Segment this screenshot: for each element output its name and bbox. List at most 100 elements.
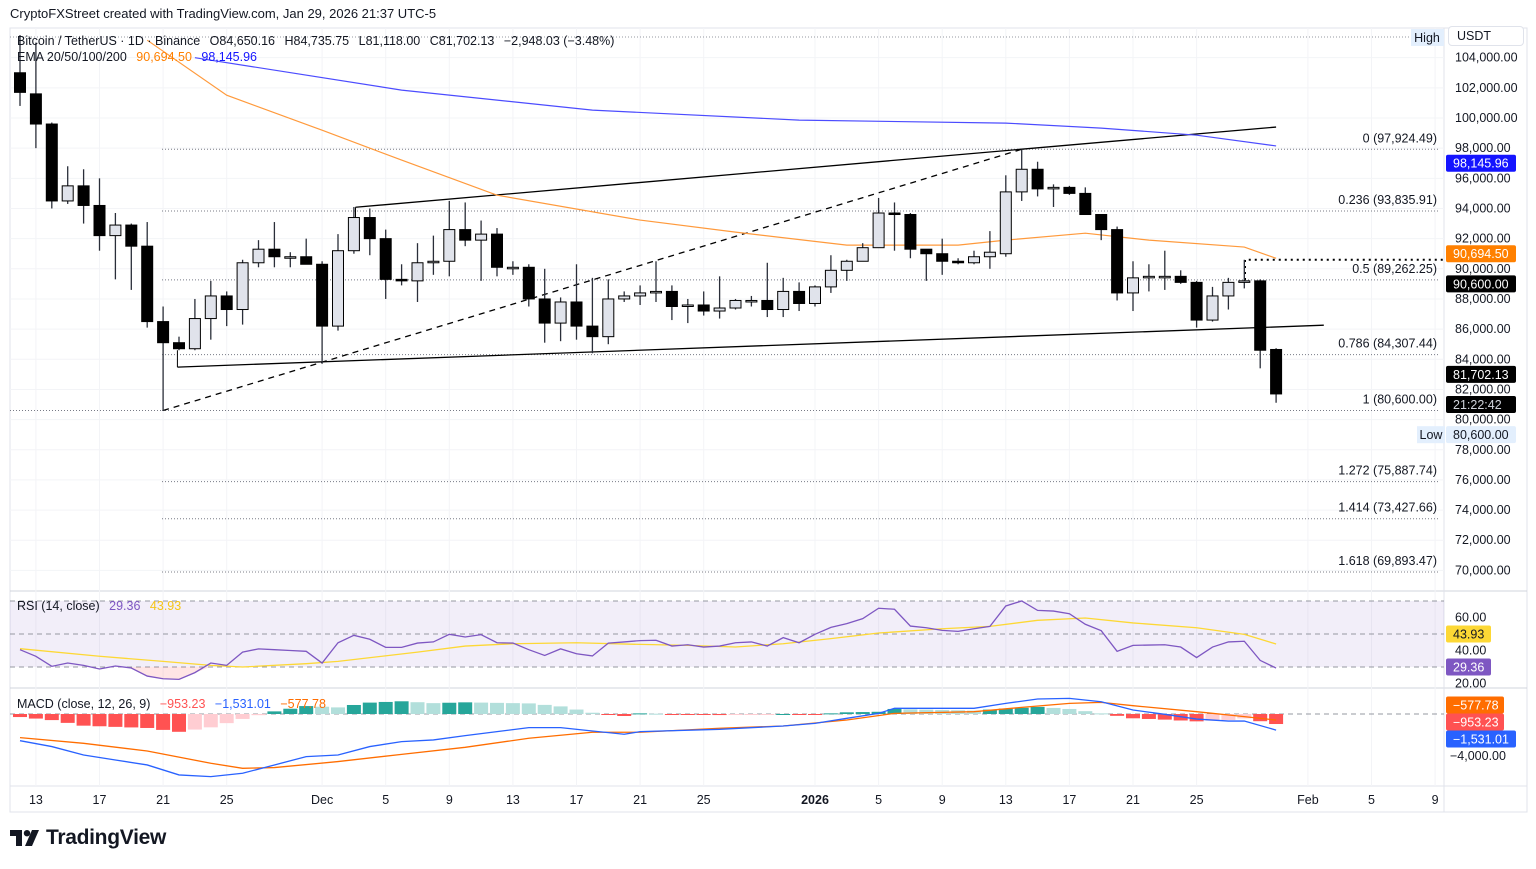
tradingview-logo[interactable]: TradingView: [10, 826, 166, 850]
candle[interactable]: [300, 238, 313, 265]
candle[interactable]: [824, 255, 837, 293]
candle[interactable]: [1270, 348, 1283, 403]
candle[interactable]: [1222, 277, 1235, 310]
candle[interactable]: [141, 222, 154, 328]
candle[interactable]: [220, 291, 233, 327]
candle[interactable]: [1238, 259, 1251, 289]
candle[interactable]: [999, 175, 1012, 257]
candle[interactable]: [586, 277, 599, 354]
candle[interactable]: [793, 282, 806, 312]
candle[interactable]: [840, 259, 853, 281]
ema-indicator-label[interactable]: EMA 20/50/100/200: [17, 50, 127, 64]
candle[interactable]: [204, 280, 217, 340]
candle[interactable]: [1142, 264, 1155, 292]
candle[interactable]: [777, 277, 790, 318]
candle[interactable]: [459, 202, 472, 247]
macd-histogram-bar: [44, 714, 59, 721]
candle[interactable]: [268, 222, 281, 268]
candle[interactable]: [14, 35, 26, 106]
macd-line-badge-bg: [1446, 730, 1516, 748]
candle[interactable]: [936, 238, 949, 275]
candle-body-bullish: [1158, 275, 1171, 279]
candle[interactable]: [1174, 270, 1187, 284]
candle[interactable]: [1254, 279, 1267, 369]
candle[interactable]: [475, 220, 488, 281]
candle[interactable]: [157, 306, 170, 411]
candle[interactable]: [316, 261, 329, 364]
candle[interactable]: [77, 169, 90, 224]
rsi-ma-line[interactable]: [19, 617, 1277, 668]
ema-200-line[interactable]: [194, 57, 1277, 147]
candle[interactable]: [681, 298, 694, 324]
candle[interactable]: [395, 264, 408, 286]
candle[interactable]: [904, 213, 917, 259]
candle[interactable]: [745, 295, 758, 307]
candle[interactable]: [363, 208, 376, 256]
candle[interactable]: [872, 197, 885, 249]
candle[interactable]: [347, 206, 360, 254]
candle[interactable]: [379, 229, 392, 299]
symbol-name[interactable]: Bitcoin / TetherUS · 1D · Binance: [17, 34, 201, 48]
candle[interactable]: [1190, 280, 1203, 328]
candle[interactable]: [125, 223, 138, 290]
candle[interactable]: [443, 200, 456, 277]
candle[interactable]: [602, 279, 615, 345]
candle[interactable]: [1206, 286, 1219, 322]
candle[interactable]: [713, 276, 726, 319]
candle[interactable]: [729, 298, 742, 310]
candle[interactable]: [1063, 185, 1076, 195]
rsi-label[interactable]: RSI (14, close): [17, 599, 100, 613]
candle[interactable]: [618, 291, 631, 302]
channel-lower-trendline[interactable]: [177, 324, 1324, 368]
channel-upper-trendline[interactable]: [355, 126, 1277, 208]
candle[interactable]: [538, 268, 551, 343]
ema-50-line[interactable]: [146, 39, 1277, 259]
candle[interactable]: [411, 243, 424, 302]
candle[interactable]: [491, 228, 503, 277]
grid: [9, 27, 1528, 813]
candle[interactable]: [1015, 149, 1028, 201]
currency-selector[interactable]: USDT: [1448, 26, 1524, 46]
candle[interactable]: [888, 202, 901, 251]
candle[interactable]: [61, 166, 74, 204]
candle[interactable]: [665, 285, 678, 321]
candle[interactable]: [554, 297, 567, 342]
candle[interactable]: [29, 42, 42, 149]
candle[interactable]: [109, 213, 122, 280]
candle[interactable]: [1127, 261, 1139, 312]
candle[interactable]: [856, 243, 869, 262]
candle[interactable]: [1031, 161, 1044, 197]
candle[interactable]: [761, 262, 774, 318]
macd-line[interactable]: [19, 697, 1277, 778]
candle[interactable]: [522, 264, 535, 307]
candle[interactable]: [1095, 214, 1108, 241]
candle[interactable]: [952, 258, 965, 265]
candle[interactable]: [332, 234, 344, 331]
candle[interactable]: [173, 336, 185, 351]
candle[interactable]: [920, 248, 933, 281]
candle[interactable]: [252, 240, 265, 268]
macd-histogram-bar: [315, 706, 330, 714]
candle[interactable]: [1158, 250, 1171, 290]
candle[interactable]: [45, 122, 58, 209]
candle[interactable]: [1079, 187, 1092, 216]
candle[interactable]: [188, 298, 201, 351]
candle[interactable]: [1047, 184, 1060, 207]
candle[interactable]: [983, 231, 996, 269]
candle[interactable]: [93, 178, 106, 251]
candle[interactable]: [968, 250, 980, 265]
macd-label[interactable]: MACD (close, 12, 26, 9): [17, 697, 151, 711]
candle[interactable]: [506, 261, 519, 275]
candle[interactable]: [236, 259, 249, 325]
candle[interactable]: [697, 291, 710, 316]
candle[interactable]: [570, 264, 583, 340]
candle[interactable]: [650, 261, 662, 302]
candle[interactable]: [634, 285, 647, 305]
candle[interactable]: [1111, 226, 1124, 301]
candle[interactable]: [427, 235, 440, 275]
candle[interactable]: [809, 285, 821, 307]
candle[interactable]: [284, 252, 297, 268]
level-90600-line[interactable]: [1244, 258, 1444, 280]
rsi-line[interactable]: [19, 600, 1277, 681]
